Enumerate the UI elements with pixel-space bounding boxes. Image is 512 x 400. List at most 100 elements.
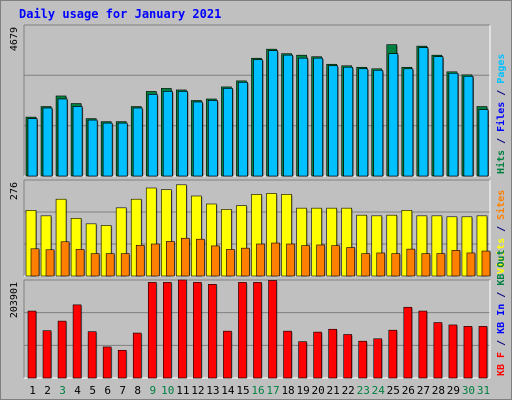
bar-pages-day-4 [72,106,83,177]
legend-segment: KB Out [496,250,507,286]
bar-kb-f-day-20 [313,331,322,379]
x-tick-label-day-27: 27 [417,384,430,397]
bar-kb-f-day-2 [42,330,52,379]
bar-pages-day-30 [463,76,474,177]
bar-sites-day-4 [75,249,85,277]
bar-kb-f-day-18 [283,330,292,379]
bar-kb-f-day-16 [253,282,262,379]
bar-kb-f-day-8 [132,332,142,379]
bar-sites-day-26 [406,248,416,277]
x-tick-label-day-11: 11 [176,384,189,397]
bar-kb-f-day-21 [328,328,337,379]
legend-segment: Visits [495,238,507,274]
bar-kb-f-day-11 [178,279,187,379]
x-tick-label-day-25: 25 [387,384,400,397]
x-tick-label-day-31: 31 [477,384,490,397]
bar-sites-day-7 [120,253,130,277]
bar-sites-day-31 [481,250,491,277]
bar-pages-day-9 [147,94,158,177]
bar-pages-day-21 [328,65,338,177]
bar-sites-day-6 [105,253,115,277]
x-tick-label-day-13: 13 [206,384,219,397]
x-tick-label-day-12: 12 [191,384,204,397]
bar-sites-day-1 [30,248,40,277]
bar-pages-day-22 [343,66,353,177]
bar-sites-day-15 [241,247,250,277]
bar-sites-day-3 [60,241,70,277]
x-tick-label-day-22: 22 [342,384,355,397]
x-tick-label-day-15: 15 [236,384,249,397]
bar-sites-day-16 [256,243,265,277]
bar-sites-day-12 [196,238,205,277]
bar-sites-day-25 [391,253,401,277]
bar-kb-f-day-3 [57,320,67,379]
bar-pages-day-26 [403,68,414,177]
bar-pages-day-19 [298,57,308,177]
bar-sites-day-11 [181,237,190,277]
x-tick-label-day-30: 30 [462,384,475,397]
x-tick-label-day-29: 29 [447,384,460,397]
x-tick-label-day-17: 17 [266,384,279,397]
bar-pages-day-27 [418,47,429,177]
legend-segment: Hits [495,150,507,174]
x-tick-label-day-18: 18 [281,384,294,397]
bar-sites-day-5 [90,253,100,277]
bar-sites-day-30 [466,252,476,277]
legend-segment: / [496,84,507,102]
bar-pages-day-17 [268,50,278,177]
x-tick-label-day-3: 3 [59,384,66,397]
bar-pages-day-2 [42,107,53,177]
bar-pages-day-24 [373,70,384,177]
x-tick-label-day-8: 8 [134,384,141,397]
x-tick-label-day-19: 19 [296,384,309,397]
bar-kb-f-day-26 [403,306,413,379]
panel-top-ymax-label: 4679 [9,27,20,51]
bar-sites-day-20 [316,244,325,277]
bar-pages-day-16 [253,59,263,177]
bar-kb-f-day-31 [478,326,488,379]
bar-pages-day-11 [178,91,188,177]
bar-kb-f-day-27 [418,310,428,379]
bar-pages-day-1 [27,118,38,177]
bar-pages-day-28 [433,56,444,177]
panel-middle-ymax-label: 276 [9,182,20,200]
bar-kb-f-day-25 [388,329,398,379]
bar-pages-day-31 [478,109,489,177]
legend-segment: / [496,286,507,304]
bar-kb-f-day-15 [238,282,247,379]
bar-sites-day-2 [45,249,55,277]
panel-bottom-ymax-label: 203901 [9,282,20,318]
x-tick-label-day-24: 24 [372,384,386,397]
x-tick-label-day-5: 5 [89,384,96,397]
bar-sites-day-21 [331,245,340,277]
legend-segment: Files [495,102,507,132]
bar-sites-day-10 [165,241,175,277]
panel-bottom-legend: KB F / KB In / KB Out [496,250,507,376]
bar-pages-day-8 [132,107,143,177]
bar-pages-day-14 [223,88,233,177]
bar-kb-f-day-5 [87,331,97,379]
bar-sites-day-28 [436,253,446,277]
legend-segment: KB F [496,352,507,376]
bar-kb-f-day-4 [72,304,82,379]
bar-pages-day-15 [238,82,248,177]
bar-kb-f-day-12 [193,282,202,379]
x-tick-label-day-21: 21 [327,384,340,397]
bar-kb-f-day-13 [208,284,217,379]
bar-sites-day-14 [226,249,235,277]
legend-segment: / [496,220,507,238]
bar-kb-f-day-28 [433,322,443,379]
bar-sites-day-8 [135,244,145,277]
x-tick-label-day-16: 16 [251,384,264,397]
bar-pages-day-25 [388,53,399,177]
x-tick-label-day-2: 2 [44,384,51,397]
bar-kb-f-day-1 [27,310,37,379]
x-tick-label-day-26: 26 [402,384,415,397]
bar-pages-day-18 [283,54,293,177]
bar-kb-f-day-10 [162,282,172,379]
x-tick-label-day-6: 6 [104,384,111,397]
bar-kb-f-day-14 [223,330,232,379]
bar-pages-day-23 [358,68,369,177]
bar-pages-day-6 [102,122,113,177]
legend-segment: Sites [495,190,507,220]
